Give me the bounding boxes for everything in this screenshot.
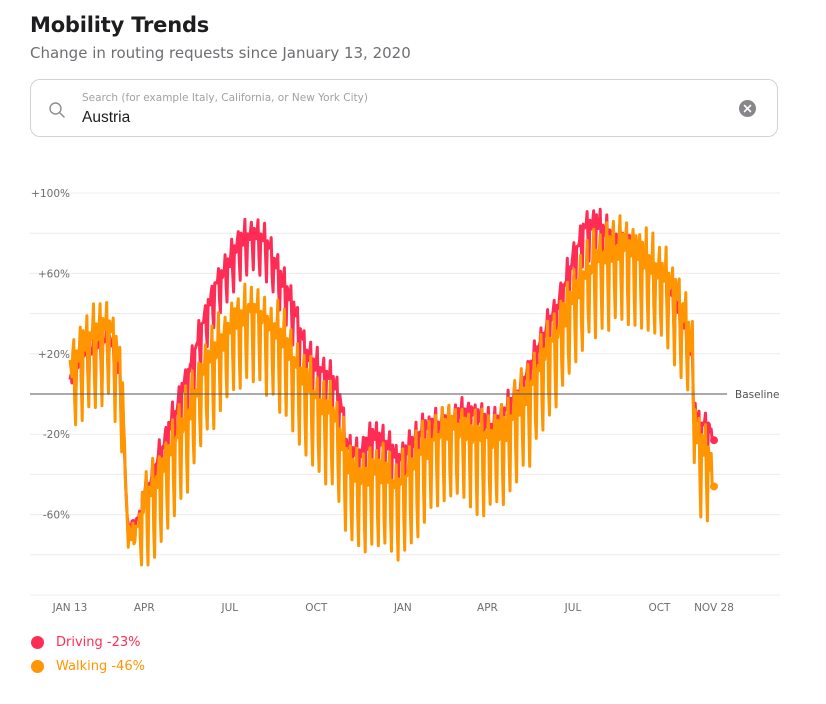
legend-label-driving: Driving -23% (56, 634, 141, 650)
mobility-chart: +100%+60%+20%-20%-60% JAN 13 APR JUL OCT JAN… (30, 188, 780, 614)
y-tick-label: -20% (43, 429, 70, 441)
endpoint-layer (710, 436, 718, 491)
legend: Driving -23% Walking -46% (30, 630, 145, 678)
series-line-walking (68, 214, 716, 567)
x-tick-label: JAN (393, 602, 412, 614)
clear-icon (743, 104, 752, 113)
endpoint-walking (710, 482, 718, 491)
y-tick-label: -60% (43, 510, 70, 522)
x-tick-label: JUL (564, 602, 582, 614)
x-axis-labels: JAN 13 APR JUL OCT JAN APR JUL OCT NOV 28 (52, 602, 734, 614)
search-input[interactable] (82, 109, 702, 127)
legend-item-walking[interactable]: Walking -46% (30, 654, 145, 678)
search-icon (48, 101, 66, 119)
page-title: Mobility Trends (30, 13, 210, 37)
legend-item-driving[interactable]: Driving -23% (30, 630, 145, 654)
x-tick-label: APR (477, 602, 498, 614)
x-tick-label: JUL (221, 602, 239, 614)
y-axis-labels: +100% +60% +20% -20% -60% (31, 188, 70, 522)
driving-dot-icon (31, 635, 44, 649)
y-tick-label: +20% (38, 349, 70, 361)
search-placeholder: Search (for example Italy, California, o… (82, 92, 368, 104)
y-tick-label: +60% (38, 268, 70, 280)
search-field[interactable]: Search (for example Italy, California, o… (30, 79, 778, 137)
x-tick-label: OCT (305, 602, 328, 614)
endpoint-driving (710, 436, 718, 445)
x-tick-label: APR (134, 602, 155, 614)
legend-label-walking: Walking -46% (56, 658, 145, 674)
page-subtitle: Change in routing requests since January… (30, 44, 411, 62)
baseline-label: Baseline (735, 389, 780, 401)
x-tick-label: NOV 28 (694, 602, 734, 614)
clear-search-button[interactable] (739, 100, 756, 117)
series-line-driving (68, 207, 715, 544)
y-tick-label: +100% (31, 188, 70, 200)
series-layer (68, 207, 716, 567)
x-tick-label: OCT (648, 602, 671, 614)
x-tick-label: JAN 13 (52, 602, 88, 614)
walking-dot-icon (31, 659, 44, 673)
